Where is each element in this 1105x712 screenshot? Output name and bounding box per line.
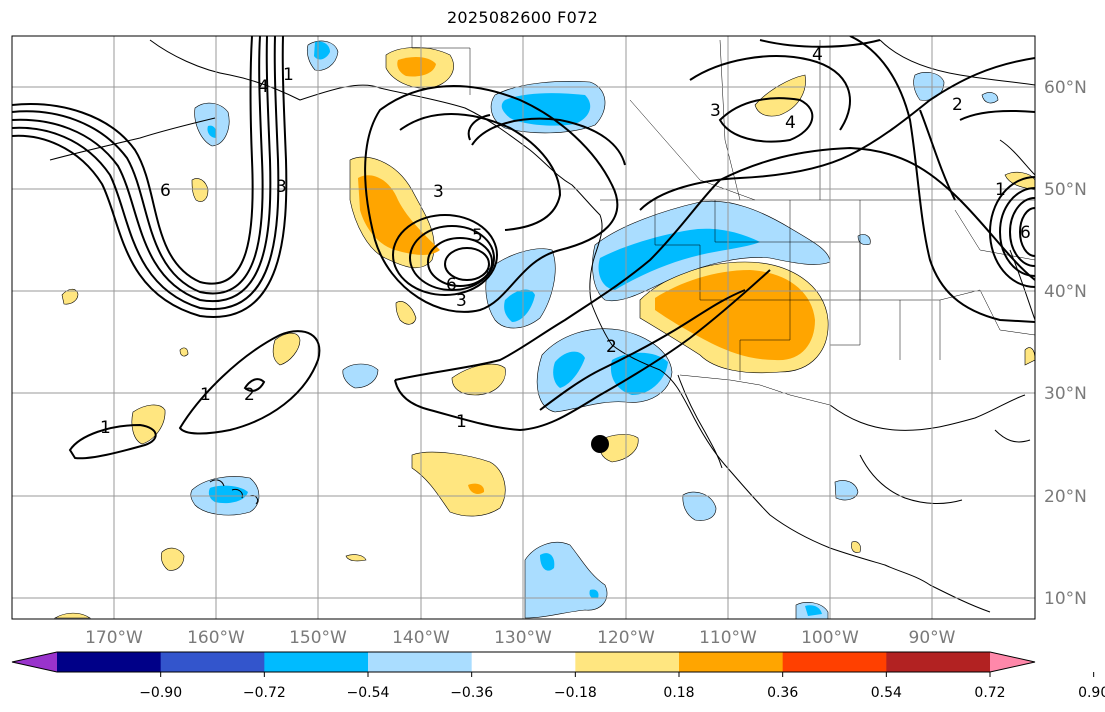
contour-label: 3 — [710, 101, 721, 121]
lat-label: 50°N — [1044, 180, 1087, 200]
contour-label: 5 — [472, 226, 483, 246]
lon-label: 150°W — [289, 628, 347, 648]
colorbar: −0.90 −0.72 −0.54 −0.36 −0.18 0.18 0.36 0.54 0.7… — [11, 651, 1105, 701]
longitude-labels: 170°W 160°W 150°W 140°W 130°W 120°W 110°… — [85, 628, 956, 648]
lon-label: 100°W — [801, 628, 859, 648]
colorbar-segment — [679, 652, 784, 672]
colorbar-extend-low — [12, 652, 57, 672]
lon-label: 130°W — [494, 628, 552, 648]
colorbar-tick-label: −0.72 — [243, 685, 286, 701]
contour-label: 1 — [100, 418, 111, 438]
contour-label: 6 — [160, 181, 171, 201]
colorbar-extend-high — [990, 652, 1035, 672]
contour-label: 4 — [812, 45, 823, 65]
lat-label: 40°N — [1044, 282, 1087, 302]
colorbar-outline — [11, 651, 1036, 673]
colorbar-tick-label: 0.90 — [1078, 685, 1105, 701]
colorbar-segment — [471, 652, 576, 672]
colorbar-segment — [886, 652, 991, 672]
lat-label: 30°N — [1044, 384, 1087, 404]
contour-label: 4 — [785, 113, 796, 133]
contour-label: 2 — [244, 385, 255, 405]
contour-label: 3 — [276, 177, 287, 197]
lat-label: 10°N — [1044, 589, 1087, 609]
borders — [411, 36, 1035, 406]
colorbar-segment — [368, 652, 473, 672]
contour-label: 2 — [952, 95, 963, 115]
lon-label: 110°W — [699, 628, 757, 648]
contour-label: 6 — [1020, 223, 1031, 243]
colorbar-segment — [264, 652, 369, 672]
colorbar-tick-label: 0.36 — [767, 685, 798, 701]
contour-label: 1 — [283, 65, 294, 85]
lon-label: 120°W — [597, 628, 655, 648]
graticule — [12, 36, 1035, 619]
location-marker — [591, 435, 609, 453]
contour-label: 3 — [433, 182, 444, 202]
height-contours — [12, 36, 1035, 460]
colorbar-tick-label: −0.90 — [139, 685, 182, 701]
colorbar-segment — [782, 652, 887, 672]
lon-label: 170°W — [85, 628, 143, 648]
colorbar-segment — [57, 652, 162, 672]
latitude-labels: 60°N 50°N 40°N 30°N 20°N 10°N — [1044, 78, 1087, 609]
contour-label: 6 — [446, 275, 457, 295]
lon-label: 90°W — [909, 628, 956, 648]
colorbar-tick-label: 0.72 — [974, 685, 1005, 701]
colorbar-tick-label: −0.18 — [554, 685, 597, 701]
colorbar-tick-label: 0.54 — [871, 685, 902, 701]
contour-label: 2 — [606, 337, 617, 357]
contour-label: 4 — [258, 77, 269, 97]
contour-label: 1 — [995, 180, 1006, 200]
colorbar-tick-label: 0.18 — [663, 685, 694, 701]
positive-anomaly-medium — [358, 56, 815, 494]
lat-label: 20°N — [1044, 487, 1087, 507]
lon-label: 160°W — [187, 628, 245, 648]
contour-label: 1 — [456, 412, 467, 432]
lat-label: 60°N — [1044, 78, 1087, 98]
colorbar-segment — [160, 652, 265, 672]
contour-label: 3 — [456, 291, 467, 311]
contour-label: 1 — [200, 385, 211, 405]
lon-label: 140°W — [392, 628, 450, 648]
contour-labels: 6 4 1 3 3 5 6 3 1 2 1 1 2 3 4 4 2 1 6 — [100, 45, 1031, 438]
map-title: 2025082600 F072 — [446, 8, 599, 27]
map-frame — [11, 35, 1036, 620]
colorbar-tick-label: −0.54 — [347, 685, 390, 701]
colorbar-segment — [575, 652, 680, 672]
colorbar-tick-label: −0.36 — [450, 685, 493, 701]
